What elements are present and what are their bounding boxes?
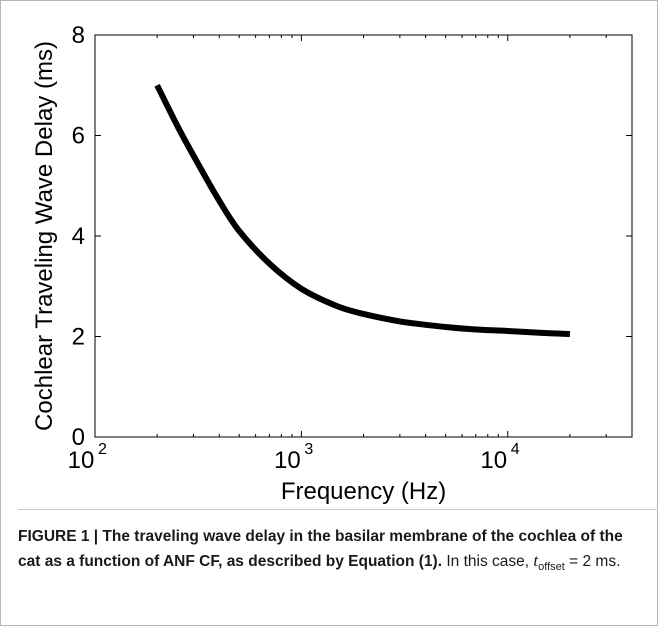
y-axis-ticks: 0 2 4 6 8 [72, 22, 632, 451]
caption-divider [18, 509, 658, 510]
x-tick-exponent-1: 3 [304, 441, 313, 458]
plot-area [94, 34, 633, 438]
caption-text-suffix: = 2 ms. [564, 553, 621, 570]
x-axis-ticks: 10 2 10 3 10 4 [68, 35, 633, 474]
y-tick-label-0: 0 [72, 424, 85, 451]
x-tick-exponent-2: 4 [511, 441, 520, 458]
figure-caption: FIGURE 1 | The traveling wave delay in t… [18, 525, 643, 579]
x-tick-label-0: 10 [68, 447, 95, 474]
x-tick-exponent-0: 2 [98, 441, 107, 458]
series-line [154, 83, 571, 337]
y-tick-label-2: 4 [72, 223, 85, 250]
x-axis-title: Frequency (Hz) [281, 478, 446, 505]
y-tick-label-1: 2 [72, 324, 85, 351]
y-axis-title: Cochlear Traveling Wave Delay (ms) [31, 41, 58, 431]
y-tick-label-4: 8 [72, 22, 85, 49]
caption-text-prefix: In this case, [442, 553, 534, 570]
x-tick-label-2: 10 [480, 447, 507, 474]
caption-var: t [533, 551, 539, 570]
y-tick-label-3: 6 [72, 123, 85, 150]
caption-sub: offset [538, 561, 565, 574]
caption-label: FIGURE 1 | The traveling wave delay in t… [18, 528, 623, 570]
x-tick-label-1: 10 [274, 447, 301, 474]
